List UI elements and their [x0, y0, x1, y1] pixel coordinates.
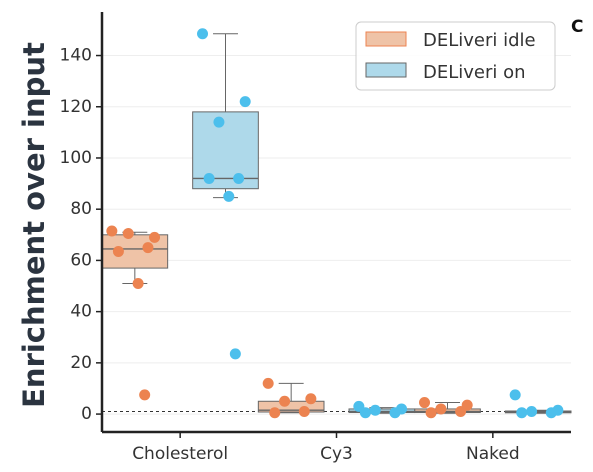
point-s1-c2-4 [516, 407, 528, 419]
point-s0-c0-6 [139, 389, 151, 401]
point-s0-c1-4 [269, 407, 281, 419]
boxes-layer [101, 33, 572, 414]
point-s1-c0-1 [239, 96, 251, 108]
grid-lines [102, 55, 571, 415]
point-s1-c0-0 [197, 28, 209, 40]
y-tick-label-6: 120 [60, 97, 92, 117]
legend: DELiveri idle DELiveri on [355, 21, 556, 91]
panel-letter: C [571, 17, 583, 37]
legend-swatch-idle [365, 31, 407, 47]
y-tick-label-5: 100 [60, 148, 92, 168]
legend-label-on: DELiveri on [423, 62, 526, 83]
point-s0-c0-1 [149, 231, 161, 243]
point-s0-c1-0 [262, 377, 274, 389]
point-s1-c1-3 [389, 407, 401, 419]
points-layer [106, 28, 564, 419]
x-tick-label-2: Naked [466, 444, 520, 464]
point-s0-c0-5 [132, 277, 144, 289]
box-s1-c0 [192, 111, 259, 190]
y-tick-label-4: 80 [70, 199, 92, 219]
point-s1-c2-2 [526, 406, 538, 418]
point-s0-c0-3 [142, 242, 154, 254]
point-s1-c0-4 [203, 172, 215, 184]
point-s1-c0-3 [233, 172, 245, 184]
point-s0-c1-1 [305, 393, 317, 405]
point-s0-c0-2 [122, 228, 134, 240]
point-s0-c1-3 [298, 406, 310, 418]
axes [96, 12, 571, 438]
point-s0-c2-0 [419, 397, 431, 409]
point-s1-c2-3 [545, 407, 557, 419]
legend-swatch-on [365, 62, 407, 78]
x-tick-label-1: Cy3 [320, 444, 353, 464]
box-s0-c1 [257, 400, 325, 413]
point-s0-c0-0 [106, 225, 118, 237]
point-s0-c2-2 [435, 403, 447, 415]
point-s1-c0-2 [213, 116, 225, 128]
tick-labels: 0 20 40 60 80 100 120 140 Cholesterol Cy3 Naked [60, 46, 520, 464]
y-axis-label: Enrichment over input [17, 42, 51, 408]
point-s0-c2-3 [455, 406, 467, 418]
y-tick-label-1: 20 [70, 353, 92, 373]
point-s1-c0-6 [229, 348, 241, 360]
y-tick-label-0: 0 [81, 404, 92, 424]
point-s1-c1-2 [369, 404, 381, 416]
legend-label-idle: DELiveri idle [423, 30, 536, 51]
point-s0-c1-2 [279, 395, 291, 407]
point-s1-c0-5 [223, 190, 235, 202]
point-s0-c0-4 [112, 245, 124, 257]
box-s1-c1 [348, 408, 416, 414]
point-s0-c2-4 [425, 407, 437, 419]
point-s1-c1-4 [359, 407, 371, 419]
y-tick-label-7: 140 [60, 46, 92, 66]
point-s1-c2-0 [509, 389, 521, 401]
y-tick-label-2: 40 [70, 302, 92, 322]
x-tick-label-0: Cholesterol [132, 444, 228, 464]
y-tick-label-3: 60 [70, 250, 92, 270]
